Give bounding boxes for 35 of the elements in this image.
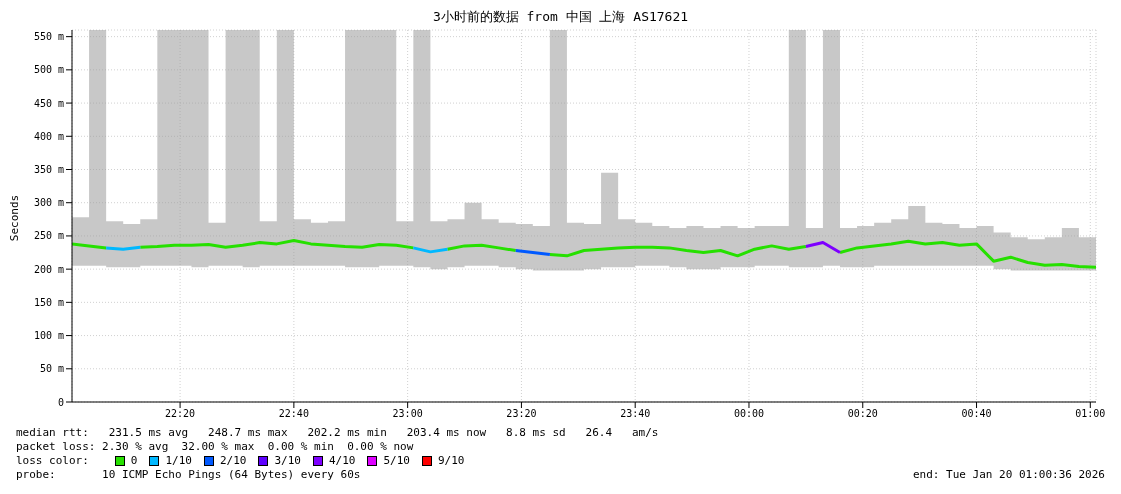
legend-label: 0: [130, 454, 138, 468]
y-tick-label: 100 m: [33, 330, 64, 342]
y-tick-label: 350 m: [33, 164, 64, 176]
x-tick-label: 01:00: [1075, 408, 1106, 420]
text: median rtt: 231.5 ms avg 248.7 ms max 202.2 ms min 203.4 ms now 8.8 ms sd 26.4 am/s: [16, 426, 660, 440]
y-tick-label: 50 m: [39, 363, 64, 375]
y-tick-label: 250 m: [33, 230, 64, 242]
y-axis-title: Seconds: [8, 194, 21, 242]
y-tick-label: 300 m: [33, 197, 64, 209]
legend-label: 2/10: [219, 454, 247, 468]
x-tick-label: 00:00: [733, 408, 765, 420]
text: probe: 10 ICMP Echo Pings (64 Bytes) every 60s: [16, 468, 361, 482]
x-tick-label: 22:20: [165, 408, 196, 420]
legend-label: 1/10: [165, 454, 192, 468]
y-tick-label: 550 m: [33, 31, 64, 43]
legend-title: loss color:: [16, 454, 89, 468]
x-tick-label: 00:20: [847, 408, 878, 420]
x-tick-label: 23:40: [620, 408, 651, 420]
y-tick-label: 150 m: [33, 296, 64, 308]
y-tick-label: 450 m: [33, 97, 64, 109]
y-tick-label: 0: [57, 396, 64, 408]
x-tick-label: 23:00: [392, 408, 423, 420]
x-tick-label: 23:20: [506, 408, 537, 420]
legend-label: 3/10: [274, 454, 301, 468]
legend-label: 9/10: [437, 454, 465, 468]
y-tick-label: 400 m: [33, 130, 64, 142]
x-tick-label: 22:40: [278, 408, 309, 420]
y-tick-label: 200 m: [33, 263, 64, 275]
x-tick-label: 00:40: [961, 408, 992, 420]
legend-label: 5/10: [383, 454, 410, 468]
text: end: Tue Jan 20 01:00:36 2026: [912, 468, 1105, 482]
chart-title: 3小时前的数据 from 中国 上海 AS17621: [431, 8, 690, 26]
text: packet loss: 2.30 % avg 32.00 % max 0.00 % min 0.00 % now: [16, 440, 415, 454]
y-tick-label: 500 m: [33, 64, 64, 76]
legend-label: 4/10: [328, 454, 356, 468]
